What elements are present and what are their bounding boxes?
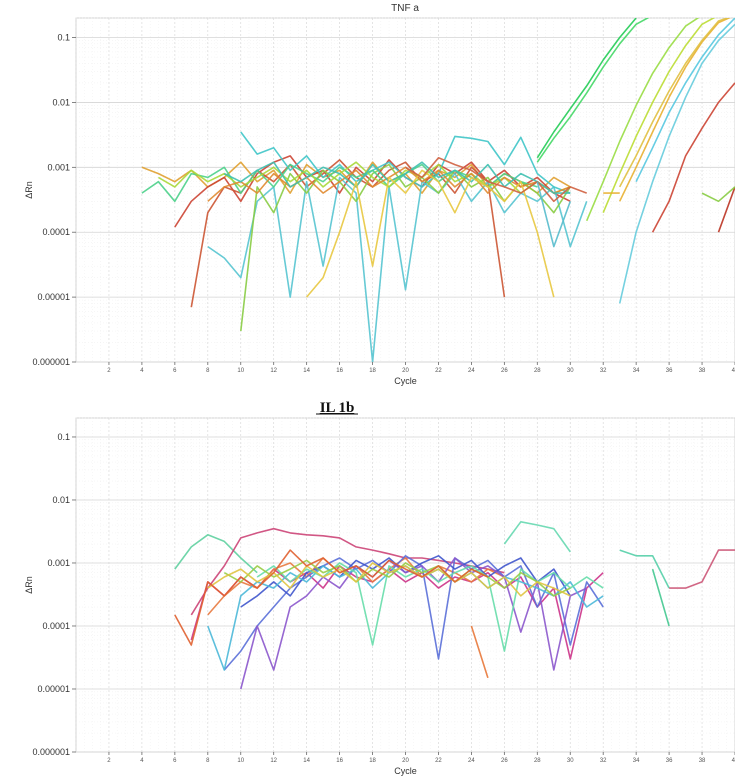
tnf-a-y-tick-label: 0.1 — [57, 33, 70, 43]
tnf-a-x-tick-label: 10 — [237, 368, 244, 374]
tnf-a-x-tick-label: 32 — [600, 368, 607, 374]
il-1b-series-line-10 — [207, 562, 571, 597]
il-1b-x-tick-label: 30 — [567, 758, 574, 764]
tnf-a-x-tick-label: 40 — [732, 368, 735, 374]
tnf-a-x-tick-label: 28 — [534, 368, 541, 374]
tnf-a-y-axis-label: ΔRn — [24, 181, 34, 199]
il-1b-series-line-12 — [470, 625, 489, 679]
il-1b-x-tick-label: 18 — [369, 758, 376, 764]
il-1b-series-line-8 — [256, 562, 604, 652]
il-1b-y-tick-label: 0.0001 — [42, 621, 70, 631]
tnf-a-x-tick-label: 36 — [666, 368, 673, 374]
il-1b-series-line-14 — [619, 549, 670, 589]
il-1b-series-line-15 — [651, 568, 670, 627]
il-1b-y-tick-label: 0.001 — [47, 558, 70, 568]
il-1b-x-tick-label: 16 — [336, 758, 343, 764]
tnf-a-x-tick-label: 14 — [303, 368, 310, 374]
tnf-a-series-line-17 — [618, 18, 730, 188]
il-1b-chart-title: IL 1b — [320, 400, 355, 416]
tnf-a-series-line-21 — [717, 186, 735, 233]
il-1b-x-tick-label: 2 — [107, 758, 111, 764]
tnf-a-series-line-9 — [223, 161, 571, 194]
tnf-a-chart-title: TNF a — [391, 3, 419, 14]
tnf-a-series-group — [141, 18, 735, 362]
tnf-a-y-tick-label: 0.01 — [52, 97, 70, 107]
il-1b-plot-area — [75, 417, 735, 753]
tnf-a-series-line-22 — [701, 186, 735, 203]
il-1b-x-axis-label: Cycle — [394, 766, 417, 776]
il-1b-series-line-0 — [174, 534, 258, 574]
il-1b-x-tick-label: 32 — [600, 758, 607, 764]
tnf-a-x-tick-label: 38 — [699, 368, 706, 374]
il-1b-x-tick-label: 12 — [270, 758, 277, 764]
il-1b-series-group — [174, 521, 735, 690]
il-1b-x-tick-label: 14 — [303, 758, 310, 764]
tnf-a-series-line-12 — [536, 18, 637, 159]
tnf-a-series-line-11 — [405, 157, 587, 203]
il-1b-x-tick-label: 24 — [468, 758, 475, 764]
il-1b-series-line-4 — [223, 555, 604, 671]
tnf-a-x-tick-label: 24 — [468, 368, 475, 374]
il-1b-series-line-13 — [503, 521, 571, 553]
tnf-a-series-line-18 — [635, 18, 735, 183]
tnf-a-x-axis-label: Cycle — [394, 376, 417, 386]
tnf-a-series-line-3 — [207, 172, 588, 362]
tnf-a-series-line-19 — [618, 23, 735, 304]
tnf-a-series-line-20 — [651, 82, 735, 233]
tnf-a-x-tick-label: 18 — [369, 368, 376, 374]
il-1b-x-tick-label: 26 — [501, 758, 508, 764]
il-1b-x-tick-label: 10 — [237, 758, 244, 764]
il-1b-y-tick-label: 0.00001 — [37, 684, 70, 694]
tnf-a-series-line-10 — [305, 169, 555, 298]
il-1b-series-line-11 — [174, 549, 489, 646]
tnf-a-x-tick-label: 8 — [206, 368, 210, 374]
tnf-a-y-tick-label: 0.0001 — [42, 227, 70, 237]
tnf-a-y-tick-label: 0.00001 — [37, 292, 70, 302]
il-1b-y-tick-label: 0.1 — [57, 432, 70, 442]
il-1b-x-tick-label: 34 — [633, 758, 640, 764]
tnf-a-x-tick-label: 20 — [402, 368, 409, 374]
il-1b-x-tick-label: 36 — [666, 758, 673, 764]
tnf-a-x-tick-label: 22 — [435, 368, 442, 374]
tnf-a-chart-panel: 0.1 0.01 0.001 0.0001 0.00001 0.000001 2 4 6 8 10 1… — [24, 3, 735, 386]
il-1b-series-line-6 — [240, 557, 588, 690]
tnf-a-x-tick-label: 30 — [567, 368, 574, 374]
il-1b-x-tick-label: 38 — [699, 758, 706, 764]
il-1b-y-tick-label: 0.01 — [52, 495, 70, 505]
il-1b-x-tick-label: 8 — [206, 758, 210, 764]
tnf-a-x-tick-label: 6 — [173, 368, 177, 374]
il-1b-series-line-16 — [669, 549, 735, 589]
il-1b-chart-panel: 0.1 0.01 0.001 0.0001 0.00001 0.000001 2 4 6 8 10 1… — [0, 392, 735, 782]
il-1b-x-tick-label: 6 — [173, 758, 177, 764]
tnf-a-series-line-15 — [602, 18, 716, 214]
il-1b-y-tick-label: 0.000001 — [32, 747, 70, 757]
tnf-a-series-line-16 — [618, 18, 731, 202]
tnf-a-y-tick-label: 0.000001 — [32, 357, 70, 367]
il-1b-x-tick-label: 22 — [435, 758, 442, 764]
tnf-a-x-tick-label: 34 — [633, 368, 640, 374]
tnf-a-x-tick-label: 4 — [140, 368, 144, 374]
tnf-a-series-line-13 — [536, 18, 650, 163]
tnf-a-series-line-14 — [585, 18, 700, 222]
tnf-a-x-tick-label: 2 — [107, 368, 111, 374]
il-1b-x-tick-label: 40 — [732, 758, 735, 764]
tnf-a-x-tick-label: 26 — [501, 368, 508, 374]
tnf-a-y-tick-label: 0.001 — [47, 162, 70, 172]
tnf-a-x-tick-label: 12 — [270, 368, 277, 374]
tnf-a-x-tick-label: 16 — [336, 368, 343, 374]
il-1b-x-tick-label: 20 — [402, 758, 409, 764]
il-1b-x-tick-label: 28 — [534, 758, 541, 764]
il-1b-x-tick-label: 4 — [140, 758, 144, 764]
tnf-a-series-line-4 — [240, 131, 571, 194]
tnf-a-series-line-1 — [174, 155, 571, 228]
tnf-a-series-line-24 — [536, 181, 572, 248]
il-1b-y-axis-label: ΔRn — [24, 576, 34, 594]
